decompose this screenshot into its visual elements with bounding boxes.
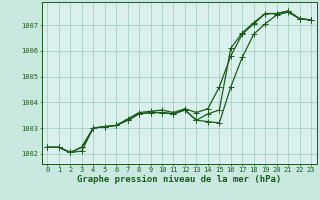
X-axis label: Graphe pression niveau de la mer (hPa): Graphe pression niveau de la mer (hPa)	[77, 175, 281, 184]
